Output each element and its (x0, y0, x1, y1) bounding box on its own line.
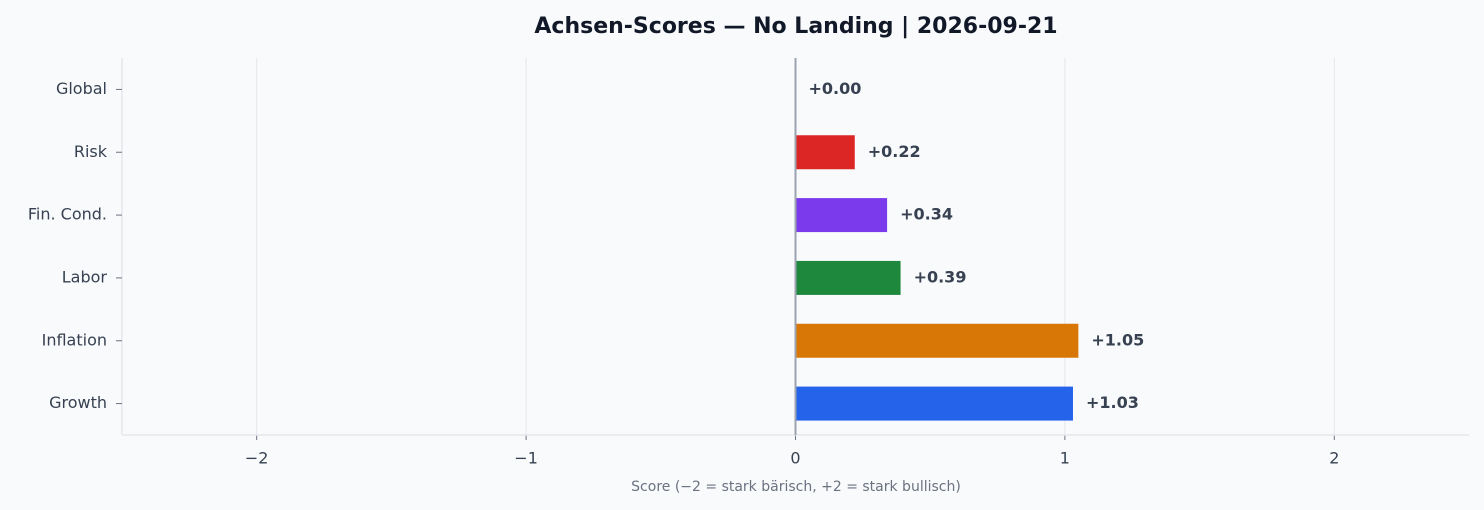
value-label: +0.39 (914, 267, 967, 286)
x-tick-label: 1 (1060, 449, 1070, 468)
bar (795, 135, 855, 170)
x-tick-label: 2 (1329, 449, 1339, 468)
x-tick-label: 0 (790, 449, 800, 468)
y-tick-label: Growth (49, 393, 107, 412)
value-label: +1.03 (1086, 393, 1139, 412)
bar (795, 198, 888, 233)
x-tick-label: −2 (245, 449, 269, 468)
y-tick-label: Risk (74, 142, 108, 161)
y-tick-label: Global (56, 79, 107, 98)
bar (795, 260, 901, 295)
bar (795, 386, 1073, 421)
x-tick-label: −1 (514, 449, 538, 468)
value-label: +0.22 (868, 142, 921, 161)
y-tick-label: Labor (62, 267, 108, 286)
y-tick-label: Inflation (42, 330, 107, 349)
chart-title: Achsen-Scores — No Landing | 2026-09-21 (534, 14, 1057, 39)
value-label: +0.00 (809, 79, 862, 98)
value-label: +1.05 (1091, 330, 1144, 349)
x-axis-label: Score (−2 = stark bärisch, +2 = stark bu… (631, 479, 961, 495)
value-label: +0.34 (900, 205, 953, 224)
bar (795, 323, 1079, 358)
y-tick-label: Fin. Cond. (28, 205, 107, 224)
